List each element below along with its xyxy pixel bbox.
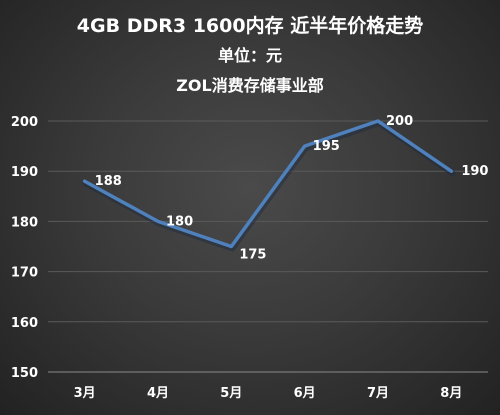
series-line-shadow [82,120,456,252]
y-tick-label: 170 [11,266,38,281]
x-tick-label: 7月 [367,386,389,401]
y-tick-label: 160 [11,316,38,331]
data-label: 190 [461,164,488,179]
data-label: 188 [95,174,122,189]
x-tick-label: 8月 [440,386,462,401]
x-tick-label: 4月 [147,386,169,401]
data-label: 200 [386,114,413,129]
chart-unit-subtitle: 单位：元 [217,46,282,65]
data-label: 180 [166,214,193,229]
y-tick-label: 150 [11,366,38,381]
y-tick-label: 190 [11,165,38,180]
data-label: 195 [313,139,340,154]
x-tick-label: 3月 [74,386,96,401]
grid-lines [48,120,488,323]
series-line-layer [82,119,456,252]
x-tick-label: 5月 [220,386,242,401]
chart-title: 4GB DDR3 1600内存 近半年价格走势 [76,15,424,37]
y-tick-label: 180 [11,215,38,230]
series-line [82,119,454,249]
x-axis-ticks: 3月 4月 5月 6月 7月 8月 [74,386,463,401]
data-labels: 188 180 175 195 200 190 [95,114,489,263]
x-tick-label: 6月 [294,386,316,401]
data-label: 175 [239,248,266,263]
chart-source-annotation: ZOL消费存储事业部 [176,76,324,95]
y-tick-label: 200 [11,115,38,130]
y-axis-ticks: 150 160 170 180 190 200 [11,115,38,381]
